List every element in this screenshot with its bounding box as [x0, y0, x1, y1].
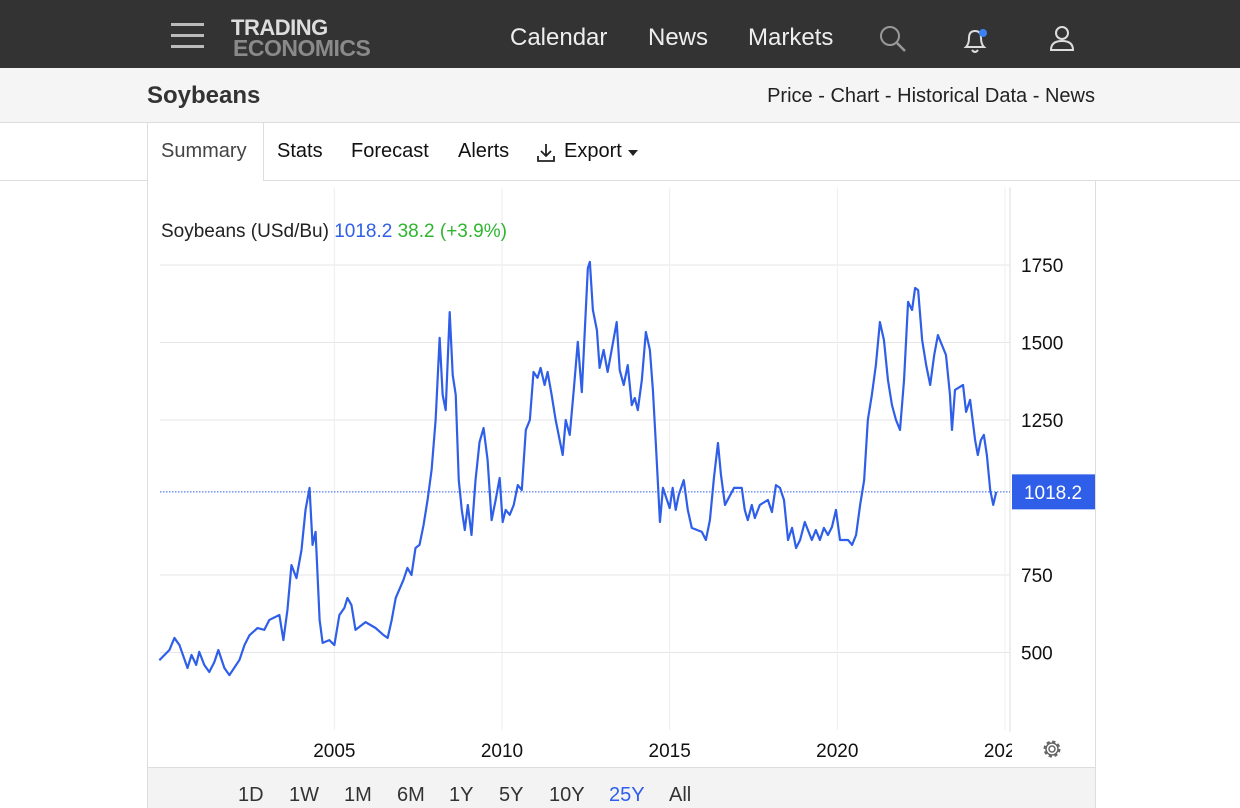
chart-title: Soybeans (USd/Bu)	[161, 221, 329, 242]
tab-bar: Summary Stats Forecast Alerts Export	[0, 123, 1240, 181]
x-tick-label: 2025	[984, 741, 1026, 762]
x-tick-label: 2005	[313, 741, 355, 762]
range-button[interactable]: 5Y	[499, 784, 524, 806]
top-bar: TRADING ECONOMICS Calendar News Markets	[0, 0, 1240, 68]
logo-bottom[interactable]: ECONOMICS	[233, 35, 371, 61]
tab[interactable]: Summary	[161, 140, 247, 162]
range-button[interactable]: 25Y	[609, 784, 645, 806]
range-button[interactable]: 1Y	[449, 784, 474, 806]
y-tick-label: 500	[1021, 644, 1053, 665]
menu-icon[interactable]	[170, 22, 206, 50]
nav-link[interactable]: Markets	[748, 24, 834, 51]
range-button[interactable]: 1D	[238, 784, 264, 806]
active-tab	[147, 123, 264, 181]
change: 38.2 (+3.9%)	[398, 221, 507, 242]
separator: -	[818, 85, 825, 107]
tab[interactable]: Stats	[277, 140, 323, 162]
x-tick-label: 2010	[481, 741, 523, 762]
chart: 2005 2010 2015 2020 2025 Soybeans (USd/Bu) 1…	[158, 187, 1095, 762]
header-link[interactable]: News	[1044, 85, 1095, 107]
chart-panel	[147, 181, 1096, 807]
page-title: Soybeans	[147, 82, 261, 109]
sub-header: Soybeans Price - Chart - Historical Data…	[0, 68, 1240, 123]
nav-link[interactable]: News	[648, 24, 709, 51]
header-link[interactable]: Chart	[830, 85, 880, 107]
separator: -	[1032, 85, 1040, 107]
download-icon	[537, 144, 555, 162]
header-link[interactable]: Historical Data	[897, 85, 1028, 107]
header-links: Price - Chart - Historical Data - News	[767, 85, 1095, 108]
last-value-label: 1018.2	[1024, 483, 1082, 504]
range-button[interactable]: 6M	[397, 784, 425, 806]
header-link[interactable]: Price	[767, 85, 813, 107]
range-button[interactable]: 10Y	[549, 784, 585, 806]
nav-link[interactable]: Calendar	[510, 24, 608, 51]
range-button[interactable]: 1W	[289, 784, 319, 806]
grid	[160, 187, 1011, 732]
settings-icon[interactable]	[1043, 740, 1061, 758]
y-tick-label: 1500	[1021, 334, 1063, 355]
tab[interactable]: Export	[564, 140, 622, 162]
search-icon[interactable]	[878, 25, 910, 55]
range-button[interactable]: All	[669, 784, 692, 806]
tab[interactable]: Alerts	[458, 140, 510, 162]
x-tick-label: 2015	[649, 741, 691, 762]
y-tick-label: 750	[1021, 566, 1053, 587]
bell-icon[interactable]	[960, 26, 992, 56]
chart-header: Soybeans (USd/Bu) 1018.2 38.2 (+3.9%)	[161, 221, 507, 242]
user-icon[interactable]	[1048, 24, 1078, 54]
caret	[628, 150, 638, 156]
last-value-box	[1012, 474, 1095, 510]
x-tick-label: 2020	[816, 741, 858, 762]
y-tick-label: 1250	[1021, 411, 1063, 432]
range-bar: 1D 1W 1M 6M 1Y 5Y 10Y 25Y All	[147, 767, 1096, 808]
x-axis-labels: 2005 2010 2015 2020 2025	[313, 741, 1026, 762]
price-line	[158, 260, 998, 677]
y-tick-label: 1750	[1021, 256, 1063, 277]
logo-top[interactable]: TRADING	[231, 15, 328, 40]
range-button[interactable]: 1M	[344, 784, 372, 806]
tab[interactable]: Forecast	[351, 140, 429, 162]
separator: -	[884, 85, 892, 107]
last-value: 1018.2	[334, 221, 392, 242]
